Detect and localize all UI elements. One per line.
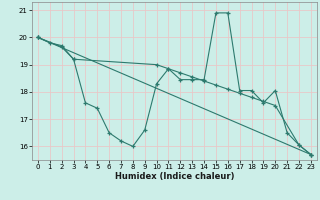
X-axis label: Humidex (Indice chaleur): Humidex (Indice chaleur) [115,172,234,181]
